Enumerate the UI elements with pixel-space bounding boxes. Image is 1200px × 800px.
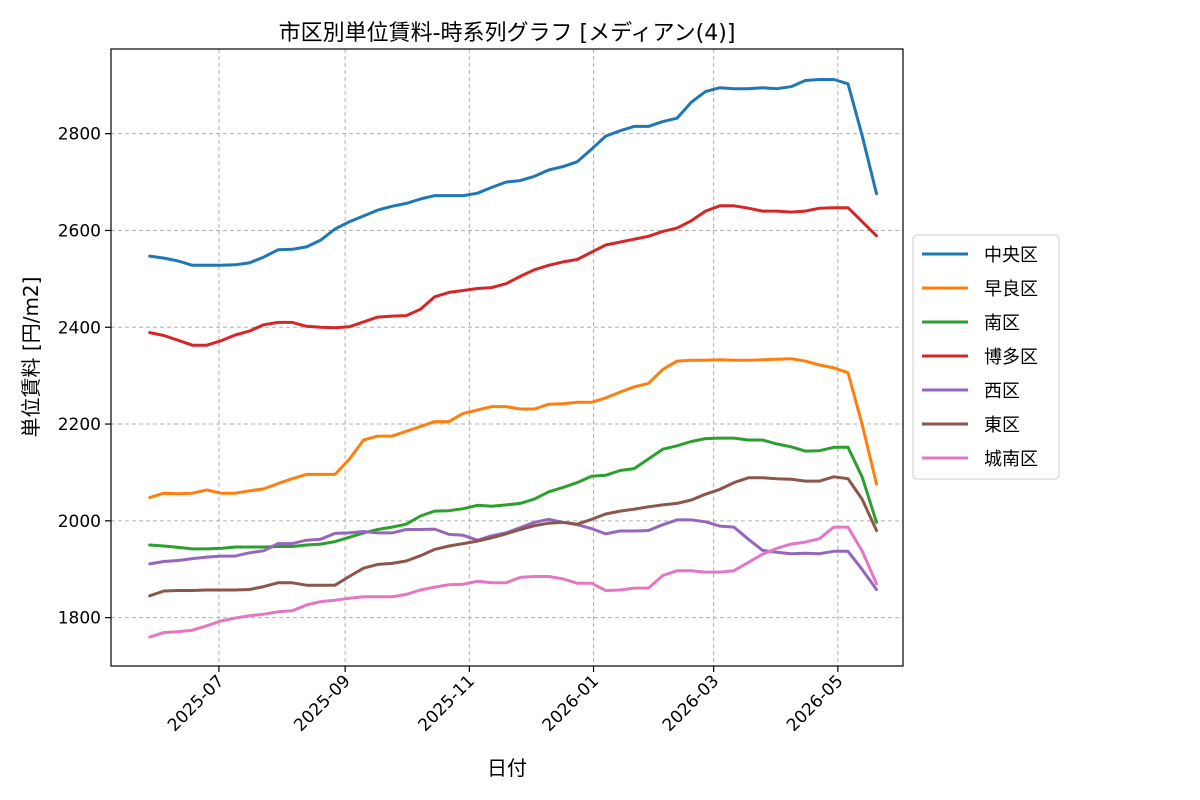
legend-label: 中央区 xyxy=(984,245,1038,266)
y-axis-ticks: 1800 2000 2200 2400 2600 2800 xyxy=(58,125,111,629)
y-tick-label: 2000 xyxy=(58,512,101,532)
series-lines xyxy=(148,78,878,639)
x-tick-label: 2025-07 xyxy=(164,671,228,735)
y-tick-label: 2400 xyxy=(58,318,101,338)
gridlines xyxy=(111,49,903,666)
legend-label: 早良区 xyxy=(984,279,1038,300)
y-tick-label: 2200 xyxy=(58,415,101,435)
legend-label: 南区 xyxy=(984,313,1020,334)
series-line-3 xyxy=(148,204,878,347)
x-tick-label: 2025-09 xyxy=(290,671,354,735)
x-tick-label: 2026-05 xyxy=(783,671,847,735)
legend-label: 西区 xyxy=(984,381,1020,402)
y-axis-label: 単位賃料 [円/m2] xyxy=(19,277,43,438)
legend-label: 博多区 xyxy=(984,347,1038,368)
legend-frame xyxy=(912,234,1060,480)
series-line-1 xyxy=(148,357,878,500)
y-tick-label: 1800 xyxy=(58,609,101,629)
x-tick-label: 2025-11 xyxy=(415,671,479,735)
series-line-5 xyxy=(148,475,878,598)
x-tick-label: 2026-03 xyxy=(659,671,723,735)
chart-title: 市区別単位賃料-時系列グラフ [メディアン(4)] xyxy=(279,21,736,46)
x-tick-label: 2026-01 xyxy=(539,671,603,735)
x-axis-ticks: 2025-07 2025-09 2025-11 2026-01 2026-03 2026-… xyxy=(164,666,847,736)
series-line-6 xyxy=(148,525,878,639)
y-tick-label: 2800 xyxy=(58,125,101,145)
y-tick-label: 2600 xyxy=(58,221,101,241)
legend-label: 東区 xyxy=(984,415,1020,436)
series-line-0 xyxy=(148,78,878,267)
legend-label: 城南区 xyxy=(984,449,1038,470)
x-axis-label: 日付 xyxy=(487,756,527,780)
plot-area-frame xyxy=(110,48,904,667)
